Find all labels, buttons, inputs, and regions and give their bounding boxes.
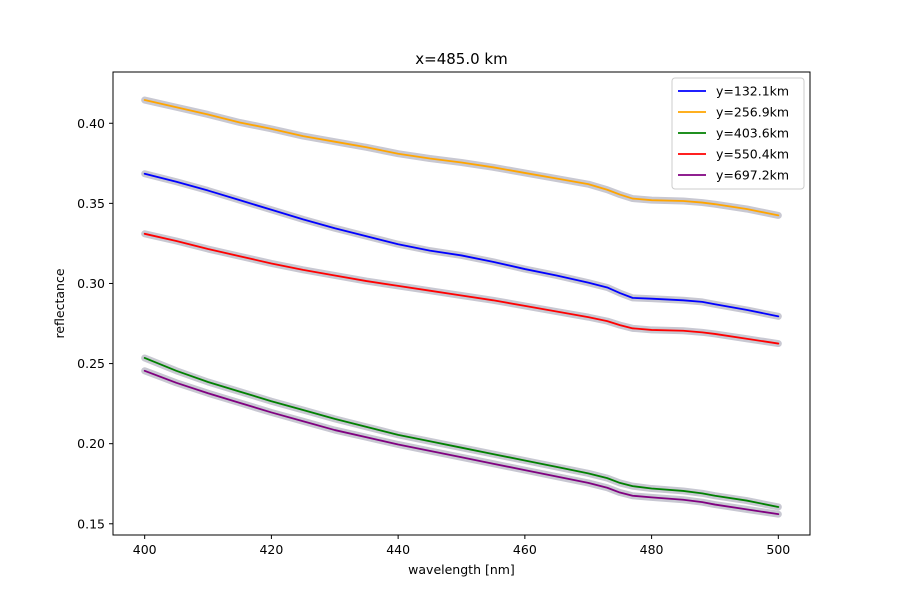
series-line-2 [143, 99, 780, 217]
legend-entry-1: y=132.1km [716, 84, 789, 99]
y-tick-label: 0.20 [77, 436, 105, 451]
chart-title: x=485.0 km [415, 50, 507, 68]
legend-entry-3: y=403.6km [716, 126, 789, 141]
legend-box [671, 77, 805, 190]
x-tick-label: 460 [513, 542, 537, 557]
series-line-3 [143, 357, 780, 508]
series-layer [141, 96, 782, 518]
legend-entry-2: y=256.9km [716, 105, 789, 120]
x-axis-label: wavelength [nm] [408, 562, 515, 577]
y-tick-label: 0.35 [77, 196, 105, 211]
plot-frame [112, 71, 811, 536]
y-axis-label: reflectance [52, 268, 67, 338]
x-tick-label: 440 [386, 542, 410, 557]
y-tick-label: 0.40 [77, 116, 105, 131]
series-line-5 [143, 369, 780, 516]
y-tick-label: 0.25 [77, 356, 105, 371]
legend-entry-4: y=550.4km [716, 147, 789, 162]
x-tick-label: 480 [640, 542, 664, 557]
series-line-4 [143, 232, 780, 345]
legend: y=132.1km y=256.9km y=403.6km y=550.4km y=69… [671, 77, 805, 190]
y-tick-label: 0.15 [77, 516, 105, 531]
x-tick-label: 420 [259, 542, 283, 557]
y-tick-label: 0.30 [77, 276, 105, 291]
x-tick-label: 500 [766, 542, 790, 557]
x-tick-label: 400 [133, 542, 157, 557]
series-line-1 [143, 172, 780, 318]
ticks-layer: 400 420 440 460 480 500 0.15 0.20 0.25 0.30 0.35 0.… [77, 116, 790, 557]
legend-entry-5: y=697.2km [716, 168, 789, 183]
